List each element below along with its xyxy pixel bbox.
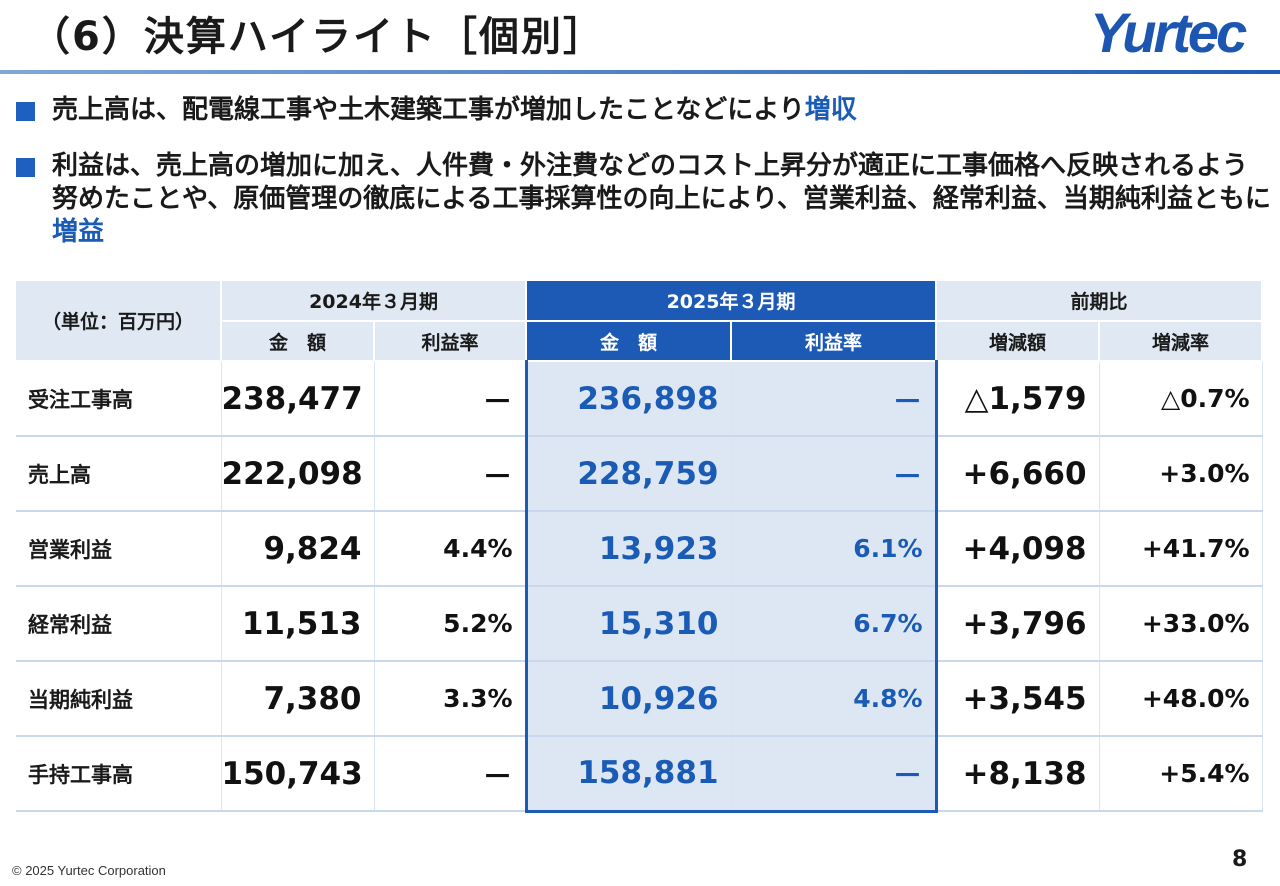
diff-cell: +6,660 [936,436,1100,512]
row-label: 売上高 [16,436,222,512]
cur-amount-cell: 236,898 [524,361,732,437]
diff-cell: +3,545 [936,661,1100,737]
unit-label: （単位：百万円） [16,281,222,362]
diff-rate-cell: +48.0% [1099,661,1263,737]
subheader-prev-margin: 利益率 [374,321,528,362]
copyright-footer: © 2025 Yurtec Corporation [12,863,166,878]
diff-rate-cell: +3.0% [1099,436,1263,512]
table-row: 受注工事高 238,477 － 236,898 － △1,579 △0.7% [16,361,1263,437]
cur-amount-cell: 10,926 [524,661,732,737]
cur-margin-cell: － [731,436,938,512]
header-prev-period: 2024年３月期 [221,281,528,322]
prev-margin-cell: 4.4% [374,511,527,587]
table-row: 経常利益 11,513 5.2% 15,310 6.7% +3,796 +33.… [16,586,1263,662]
diff-rate-cell: +5.4% [1099,736,1263,812]
prev-margin-cell: 3.3% [374,661,527,737]
prev-amount-cell: 150,743 [221,736,375,812]
header-cur-period: 2025年３月期 [526,281,938,322]
prev-amount-cell: 11,513 [221,586,375,662]
row-label: 手持工事高 [16,736,222,812]
table-row: 売上高 222,098 － 228,759 － +6,660 +3.0% [16,436,1263,512]
bullet-highlight: 増益 [52,217,105,247]
bullet-text: 利益は、売上高の増加に加え、人件費・外注費などのコスト上昇分が適正に工事価格へ反… [52,151,1271,247]
subheader-prev-amount: 金 額 [221,321,375,362]
diff-cell: +3,796 [936,586,1100,662]
row-label: 経常利益 [16,586,222,662]
page-title: （6）決算ハイライト［個別］ [30,14,606,60]
diff-rate-cell: +33.0% [1099,586,1263,662]
prev-margin-cell: 5.2% [374,586,527,662]
diff-rate-cell: +41.7% [1099,511,1263,587]
title-divider [0,70,1280,74]
diff-cell: +8,138 [936,736,1100,812]
bullet-highlight: 増収 [804,95,857,125]
prev-amount-cell: 222,098 [221,436,375,512]
subheader-diff: 増減額 [936,321,1101,362]
prev-amount-cell: 9,824 [221,511,375,587]
header-comparison: 前期比 [936,281,1264,322]
subheader-cur-margin: 利益率 [731,321,938,362]
row-label: 営業利益 [16,511,222,587]
cur-margin-cell: － [731,361,938,437]
page-number: 8 [1232,847,1248,872]
table-row: 営業利益 9,824 4.4% 13,923 6.1% +4,098 +41.7… [16,511,1263,587]
bullet-square-icon [16,158,35,177]
diff-rate-cell: △0.7% [1099,361,1263,437]
subheader-diff-rate: 増減率 [1099,321,1264,362]
diff-cell: +4,098 [936,511,1100,587]
table-row: 手持工事高 150,743 － 158,881 － +8,138 +5.4% [16,736,1263,813]
financial-highlights-table: （単位：百万円） 2024年３月期 2025年３月期 前期比 金 額 利益率 金… [16,281,1264,813]
row-label: 受注工事高 [16,361,222,437]
cur-amount-cell: 158,881 [524,736,732,813]
cur-margin-cell: 6.7% [731,586,938,662]
prev-amount-cell: 238,477 [221,361,375,437]
company-logo: Yurtec [1090,1,1247,64]
table-row: 当期純利益 7,380 3.3% 10,926 4.8% +3,545 +48.… [16,661,1263,737]
prev-margin-cell: － [374,361,527,437]
cur-amount-cell: 228,759 [524,436,732,512]
cur-margin-cell: 6.1% [731,511,938,587]
bullet-text: 売上高は、配電線工事や土木建築工事が増加したことなどにより増収 [52,95,857,125]
cur-amount-cell: 13,923 [524,511,732,587]
cur-margin-cell: － [731,736,938,813]
prev-amount-cell: 7,380 [221,661,375,737]
bullet-square-icon [16,102,35,121]
prev-margin-cell: － [374,436,527,512]
cur-margin-cell: 4.8% [731,661,938,737]
subheader-cur-amount: 金 額 [526,321,733,362]
diff-cell: △1,579 [936,361,1100,437]
cur-amount-cell: 15,310 [524,586,732,662]
prev-margin-cell: － [374,736,527,812]
row-label: 当期純利益 [16,661,222,737]
